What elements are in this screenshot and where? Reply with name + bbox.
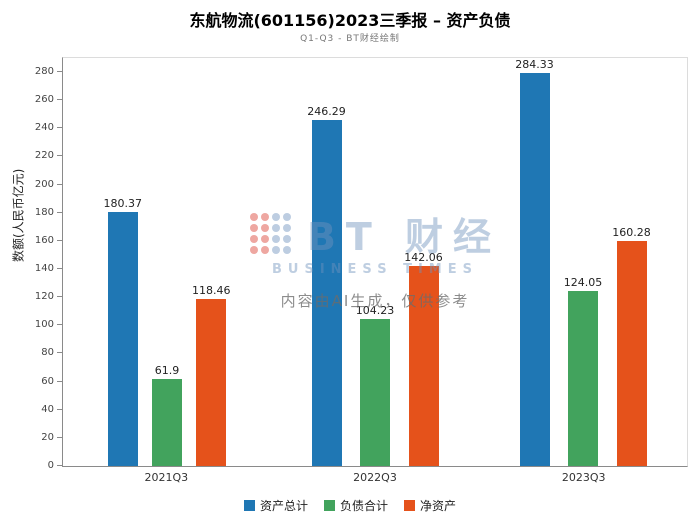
bar-cell: 61.9: [152, 58, 182, 466]
plot-area: 180.37 61.9 118.46 246.29 104.23 142.06 284.33…: [35, 57, 688, 471]
bar-资产总计-2022Q3: [311, 119, 342, 466]
y-tick-mark: [57, 324, 62, 326]
legend-item-净资产: 净资产: [404, 497, 456, 514]
x-tick-label: 2023Q3: [561, 471, 606, 484]
bar-value-label: 284.33: [515, 58, 554, 71]
bar-value-label: 124.05: [563, 276, 603, 290]
y-tick-label: 240: [34, 122, 54, 134]
x-axis-labels: 2021Q3 2022Q3 2023Q3: [62, 471, 688, 484]
y-tick-label: 40: [41, 403, 54, 415]
bar-净资产-2022Q3: [408, 266, 439, 466]
bar-cell: 284.33: [515, 58, 554, 466]
legend-label: 净资产: [420, 499, 457, 513]
legend-label: 负债合计: [339, 499, 388, 513]
y-tick-mark: [57, 296, 62, 298]
legend-swatch: [243, 500, 255, 511]
bar-cell: 160.28: [612, 58, 651, 466]
y-tick-mark: [57, 268, 62, 270]
bar-净资产-2021Q3: [196, 299, 227, 466]
legend-swatch: [404, 500, 415, 511]
y-tick-mark: [57, 239, 62, 241]
x-tick-label: 2022Q3: [353, 471, 397, 484]
y-tick-label: 160: [34, 234, 54, 246]
y-tick-label: 180: [34, 206, 54, 218]
y-tick-mark: [57, 380, 62, 382]
bar-group-2021Q3: 180.37 61.9 118.46: [63, 58, 271, 466]
y-tick-mark: [57, 155, 62, 157]
y-tick-mark: [57, 71, 62, 73]
y-tick-mark: [57, 183, 62, 185]
y-tick-label: 120: [34, 291, 54, 303]
bar-cell: 142.06: [404, 58, 443, 466]
bar-groups: 180.37 61.9 118.46 246.29 104.23 142.06 284.33…: [63, 58, 687, 466]
y-tick-label: 20: [41, 431, 54, 443]
y-tick-mark: [57, 465, 62, 466]
y-tick-label: 280: [34, 66, 54, 78]
y-tick-label: 220: [34, 150, 54, 162]
y-tick-mark: [57, 408, 62, 410]
bar-负债合计-2021Q3: [152, 378, 182, 466]
bar-value-label: 180.37: [103, 197, 143, 211]
legend-item-资产总计: 资产总计: [243, 497, 308, 514]
chart-title: 东航物流(601156)2023三季报 – 资产负债: [189, 11, 511, 30]
bar-value-label: 142.06: [404, 251, 443, 265]
bar-cell: 104.23: [355, 58, 395, 466]
y-tick-label: 0: [47, 460, 54, 471]
bar-负债合计-2022Q3: [360, 319, 390, 466]
legend-label: 资产总计: [259, 499, 308, 513]
bar-group-2022Q3: 246.29 104.23 142.06: [271, 58, 479, 466]
x-tick-label: 2021Q3: [144, 471, 189, 484]
y-tick-mark: [57, 211, 62, 213]
legend-item-负债合计: 负债合计: [323, 497, 388, 514]
y-tick-mark: [57, 352, 62, 354]
bar-cell: 246.29: [307, 58, 346, 466]
bar-资产总计-2021Q3: [107, 212, 138, 466]
y-tick-label: 80: [41, 347, 54, 359]
bar-value-label: 61.9: [154, 363, 180, 377]
bar-资产总计-2023Q3: [519, 73, 550, 466]
bar-group-2023Q3: 284.33 124.05 160.28: [479, 58, 687, 466]
bar-value-label: 104.23: [355, 304, 395, 318]
bar-cell: 118.46: [192, 58, 231, 466]
bar-净资产-2023Q3: [616, 240, 647, 466]
bar-value-label: 160.28: [612, 225, 651, 239]
y-tick-label: 260: [34, 94, 54, 106]
y-tick-label: 200: [34, 178, 54, 190]
legend: 资产总计 负债合计 净资产: [0, 497, 700, 514]
y-tick-mark: [57, 127, 62, 129]
bar-负债合计-2023Q3: [568, 291, 598, 466]
bar-value-label: 118.46: [192, 284, 231, 298]
bar-value-label: 246.29: [307, 104, 346, 118]
y-tick-label: 140: [34, 263, 54, 275]
y-tick-label: 60: [41, 375, 54, 387]
bar-cell: 124.05: [563, 58, 603, 466]
y-tick-label: 100: [34, 319, 54, 331]
chart-subtitle: Q1-Q3 - BT财经绘制: [300, 34, 400, 44]
y-tick-mark: [57, 99, 62, 101]
bar-cell: 180.37: [103, 58, 143, 466]
y-tick-mark: [57, 436, 62, 438]
legend-swatch: [323, 500, 335, 511]
